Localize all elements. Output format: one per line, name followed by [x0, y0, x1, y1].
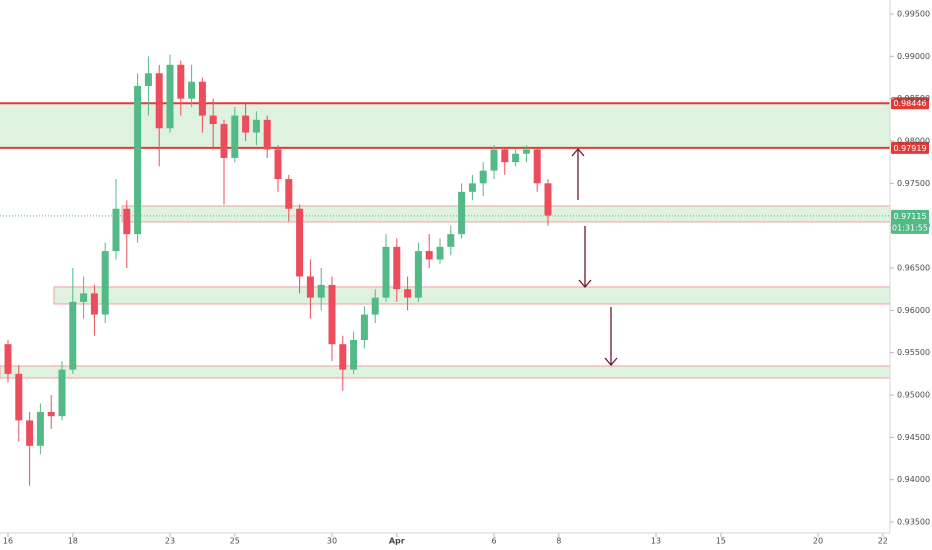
x-tick-label: Apr: [389, 537, 405, 546]
y-tick-label: 0.98500: [897, 94, 930, 103]
candle-body: [371, 297, 379, 315]
candle-body: [425, 251, 433, 260]
candle-body: [317, 284, 325, 298]
candle-body: [209, 115, 217, 125]
x-tick-label: 20: [813, 537, 823, 546]
x-tick-label: 13: [651, 537, 661, 546]
candle-body: [242, 115, 250, 133]
arrow-head: [604, 357, 618, 366]
candle-body: [4, 344, 12, 374]
candle-body: [479, 170, 487, 184]
last-price-bg: [891, 209, 929, 234]
y-tick-label: 0.95500: [897, 348, 930, 357]
candle-body: [36, 411, 44, 446]
candle-body: [274, 149, 282, 180]
level-label: 0.97919: [893, 144, 926, 153]
x-tick-label: 23: [165, 537, 175, 546]
countdown: 01:31:55: [892, 223, 928, 232]
level-label-bg: [891, 97, 929, 110]
candle-body: [544, 183, 552, 216]
candle-body: [58, 369, 66, 417]
zone: [53, 286, 891, 305]
y-tick-label: 0.97500: [897, 179, 930, 188]
x-tick-label: 15: [716, 537, 726, 546]
candle-body: [90, 293, 98, 315]
y-tick-label: 0.99000: [897, 52, 930, 61]
x-tick-label: 6: [491, 537, 496, 546]
y-tick-label: 0.99500: [897, 10, 930, 19]
x-tick-label: 18: [68, 537, 78, 546]
axes: 0.98446 0.97919 0.93500 0.94000 0.94500 0.950…: [3, 10, 930, 546]
candles: [4, 54, 552, 486]
level-label-bg: [891, 141, 929, 154]
y-tick-label: 0.95000: [897, 391, 930, 400]
candle-body: [177, 64, 185, 99]
y-tick-label: 0.93500: [897, 518, 930, 527]
candle-body: [80, 293, 88, 302]
candle-body: [468, 183, 476, 192]
candle-body: [155, 73, 163, 129]
candle-body: [69, 301, 77, 370]
candle-body: [231, 115, 239, 158]
y-tick-label: 0.94000: [897, 475, 930, 484]
candle-body: [522, 149, 530, 154]
candle-body: [144, 73, 152, 86]
candle-body: [285, 179, 293, 209]
candle-body: [306, 276, 314, 298]
candle-body: [382, 246, 390, 298]
candle-body: [458, 191, 466, 235]
candle-body: [404, 289, 412, 298]
candle-body: [339, 344, 347, 370]
candle-body: [134, 85, 142, 235]
candle-body: [533, 149, 541, 184]
candle-body: [501, 149, 509, 163]
zone: [0, 103, 890, 148]
candle-body: [490, 149, 498, 171]
y-tick-label: 0.98000: [897, 137, 930, 146]
candle-body: [198, 81, 206, 116]
candle-body: [512, 153, 520, 163]
candle-body: [26, 420, 34, 446]
candle-body: [414, 251, 422, 298]
candle-body: [447, 234, 455, 247]
candle-body: [220, 124, 228, 158]
candle-body: [350, 339, 358, 370]
x-tick-label: 16: [3, 537, 13, 546]
y-tick-label: 0.96500: [897, 264, 930, 273]
candle-body: [123, 208, 131, 235]
y-tick-label: 0.94500: [897, 433, 930, 442]
x-tick-label: 25: [230, 537, 240, 546]
zone: [0, 365, 891, 379]
candle-body: [296, 208, 304, 277]
candle-body: [328, 284, 336, 345]
arrows: [571, 148, 618, 366]
candle-body: [252, 119, 260, 133]
candle-body: [263, 119, 271, 150]
candle-body: [101, 251, 109, 315]
candle-body: [15, 373, 23, 421]
level-label: 0.98446: [893, 99, 926, 108]
candle-body: [188, 81, 196, 99]
candle-body: [360, 314, 368, 340]
arrow-head: [571, 148, 585, 157]
zone: [121, 205, 891, 223]
last-price-label: 0.97115: [893, 212, 926, 221]
x-tick-label: 30: [327, 537, 337, 546]
y-tick-label: 0.96000: [897, 306, 930, 315]
candle-body: [393, 246, 401, 290]
x-tick-label: 22: [878, 537, 888, 546]
candle-body: [112, 208, 120, 252]
candle-body: [166, 64, 174, 129]
arrow-head: [578, 279, 592, 288]
candle-body: [436, 246, 444, 260]
candle-body: [47, 411, 55, 417]
x-tick-label: 8: [556, 537, 561, 546]
